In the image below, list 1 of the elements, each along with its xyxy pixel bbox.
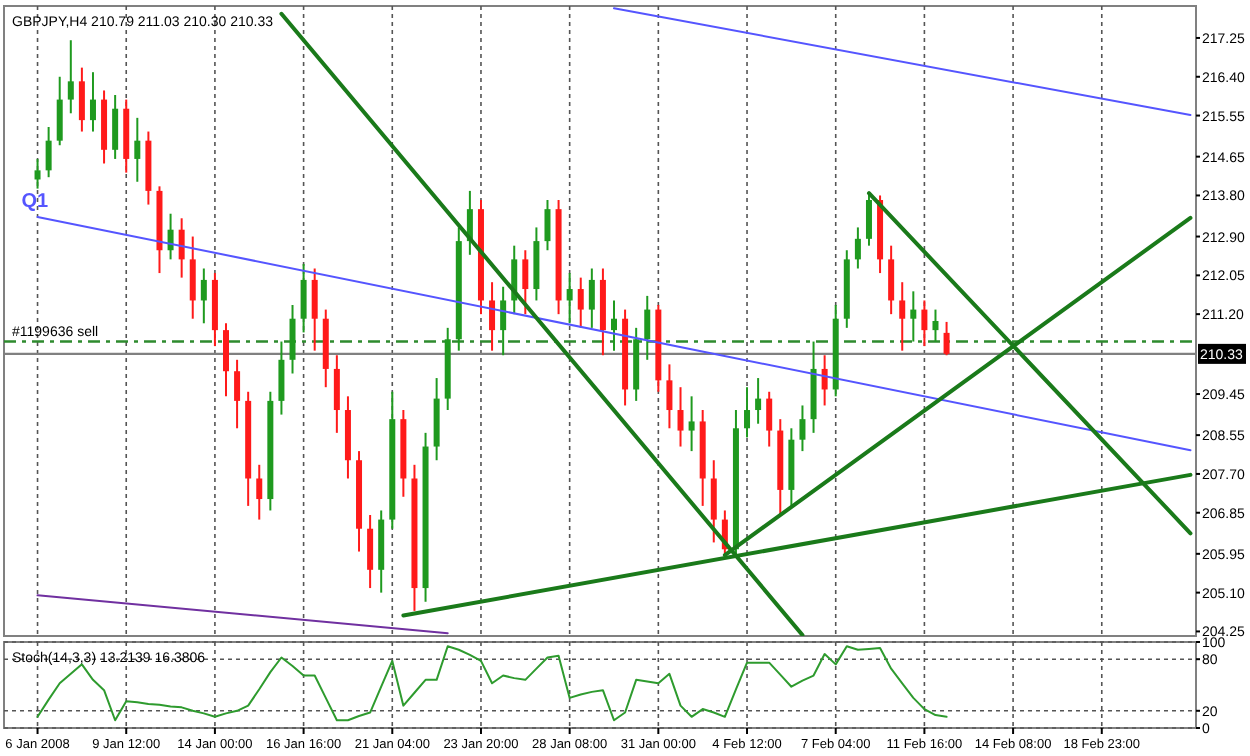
series-label: Q1 xyxy=(21,190,50,213)
